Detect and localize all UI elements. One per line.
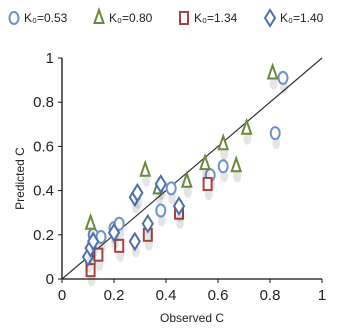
data-point-series-1 <box>113 216 125 231</box>
y-tick-label: 0 <box>46 271 54 288</box>
x-tick-label: 0.4 <box>156 287 177 304</box>
data-point-series-2 <box>240 117 253 135</box>
data-point-series-3 <box>85 263 96 278</box>
y-tick-label: 0.2 <box>33 227 54 244</box>
legend-marker-series-1 <box>8 11 20 25</box>
y-tick-label: 0.6 <box>33 138 54 155</box>
data-point-series-1 <box>269 126 281 141</box>
data-point-series-1 <box>277 70 289 85</box>
x-ticks: 0 0.2 0.4 0.6 0.8 1 <box>58 279 326 304</box>
marker-shadow <box>220 170 229 183</box>
y-tick-label: 0.4 <box>33 183 54 200</box>
y-ticks: 0 0.2 0.4 0.6 0.8 1 <box>33 50 62 288</box>
legend-label: K₀=0.53 <box>24 11 68 25</box>
x-tick-label: 0.2 <box>104 287 125 304</box>
data-point-series-4 <box>128 231 141 252</box>
y-tick-label: 0.8 <box>33 94 54 111</box>
data-point-series-4 <box>87 231 100 252</box>
data-point-series-1 <box>217 159 229 174</box>
data-point-series-2 <box>266 62 279 80</box>
marker-shadow <box>272 137 281 150</box>
marker-shadow <box>220 148 229 161</box>
data-point-series-2 <box>217 133 230 151</box>
data-point-series-2 <box>199 153 211 171</box>
x-axis-title: Observed C <box>160 311 224 325</box>
data-point-series-3 <box>202 176 213 191</box>
data-point-series-3 <box>93 247 104 262</box>
x-tick-label: 0 <box>58 287 66 304</box>
legend-label: K₀=1.40 <box>280 11 324 25</box>
data-point-series-4 <box>131 182 144 203</box>
y-tick-label: 1 <box>46 50 54 67</box>
marker-shadow <box>157 214 166 227</box>
legend-label: K₀=0.80 <box>109 11 153 25</box>
data-point-series-3 <box>114 238 125 253</box>
reference-line-1-to-1 <box>61 57 323 280</box>
x-tick-label: 1 <box>318 287 326 304</box>
data-points <box>81 62 289 287</box>
legend: K₀=0.53 K₀=0.80 K₀=1.34 K₀=1.40 <box>8 6 324 28</box>
marker-shadow <box>168 192 177 205</box>
marker-shadow <box>243 132 252 145</box>
x-tick-label: 0.6 <box>208 287 229 304</box>
y-axis-title: Predicted C <box>13 147 27 210</box>
marker-shadow <box>269 77 278 90</box>
legend-label: K₀=1.34 <box>194 11 238 25</box>
data-point-series-4 <box>107 222 121 243</box>
data-point-series-4 <box>172 196 186 216</box>
data-point-series-2 <box>230 155 243 173</box>
legend-marker-series-3 <box>179 11 189 25</box>
data-point-series-1 <box>155 203 167 218</box>
data-point-series-2 <box>139 159 152 177</box>
legend-marker-series-4 <box>263 8 277 28</box>
data-point-series-4 <box>141 213 154 234</box>
data-point-series-2 <box>84 212 97 230</box>
data-point-series-4 <box>154 174 167 194</box>
data-point-series-2 <box>180 170 193 188</box>
marker-shadow <box>183 185 192 198</box>
marker-shadow <box>280 81 288 94</box>
marker-shadow <box>155 192 164 205</box>
legend-marker-series-2 <box>93 6 105 24</box>
data-point-series-1 <box>165 181 177 196</box>
marker-shadow <box>142 174 151 187</box>
marker-shadow <box>233 170 242 183</box>
x-tick-label: 0.8 <box>260 287 281 304</box>
